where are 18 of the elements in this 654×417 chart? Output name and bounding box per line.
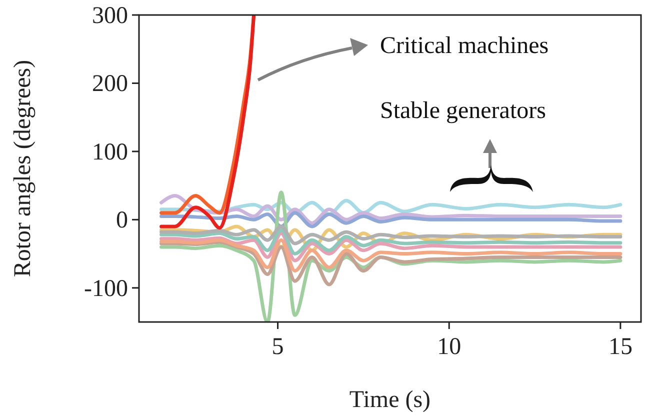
y-tick-label: 100 bbox=[92, 139, 128, 166]
x-tick-label: 15 bbox=[608, 334, 632, 360]
x-axis-title: Time (s) bbox=[349, 387, 431, 413]
x-tick-label: 10 bbox=[437, 334, 462, 360]
line-series bbox=[160, 232, 622, 262]
line-series bbox=[160, 238, 622, 273]
y-axis-title: Rotor angles (degrees) bbox=[10, 60, 36, 278]
annotation: Critical machines bbox=[380, 33, 549, 59]
y-tick-label: 300 bbox=[92, 3, 128, 29]
line-series bbox=[160, 194, 622, 225]
y-tick-label: 200 bbox=[92, 71, 128, 98]
y-tick-label: -100 bbox=[84, 276, 128, 302]
annotation: Stable generators bbox=[380, 98, 546, 124]
y-tick-label: 0 bbox=[116, 208, 128, 234]
line-series bbox=[160, 224, 622, 246]
line-series bbox=[160, 240, 622, 286]
x-tick-label: 5 bbox=[272, 334, 284, 360]
line-series bbox=[160, 211, 622, 228]
